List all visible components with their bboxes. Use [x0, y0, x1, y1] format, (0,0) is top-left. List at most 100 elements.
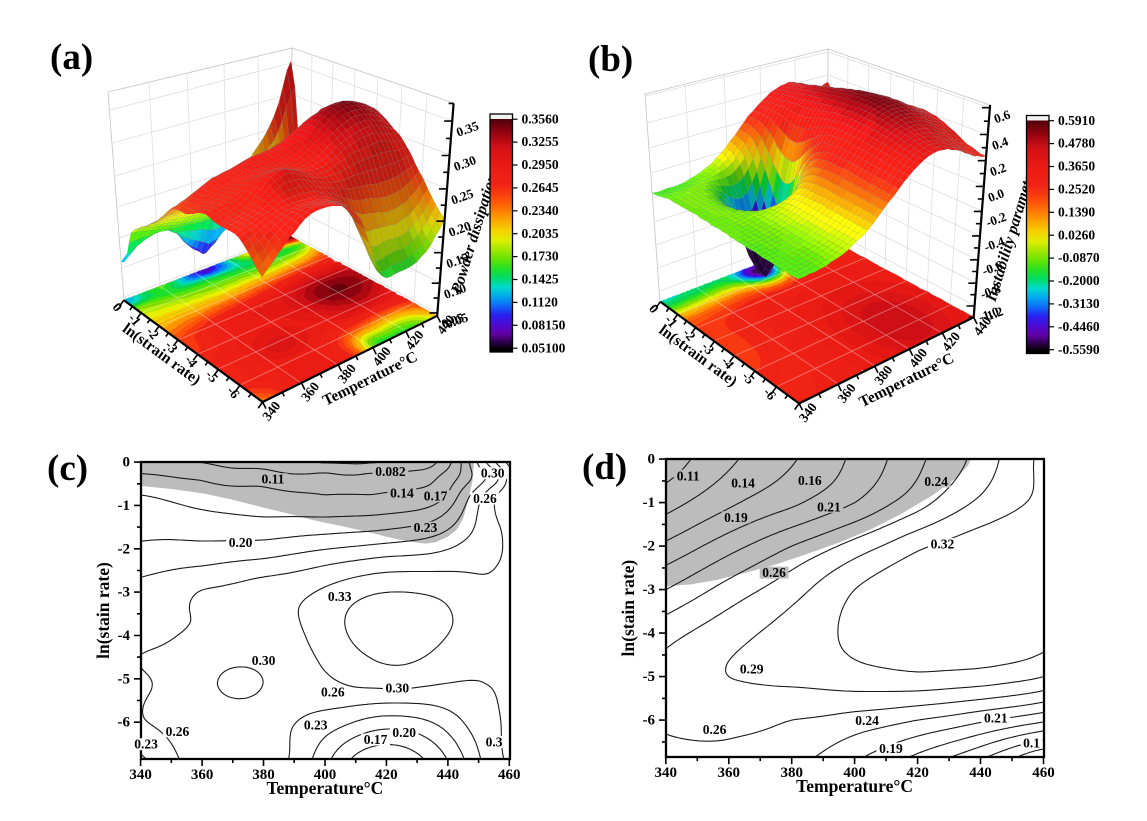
- svg-text:-6: -6: [643, 713, 656, 729]
- svg-text:0.20: 0.20: [229, 535, 253, 550]
- svg-text:Temperature°C: Temperature°C: [796, 776, 913, 796]
- svg-text:340: 340: [129, 767, 152, 783]
- svg-text:0.0: 0.0: [986, 185, 1006, 205]
- svg-text:0.5910: 0.5910: [1058, 113, 1095, 128]
- svg-text:0.082: 0.082: [375, 464, 406, 479]
- svg-text:-0.4: -0.4: [982, 233, 1007, 254]
- svg-text:0.10: 0.10: [442, 280, 469, 302]
- svg-text:ln(stain rate): ln(stain rate): [618, 560, 638, 657]
- svg-text:-1: -1: [643, 495, 656, 511]
- svg-text:340: 340: [655, 765, 678, 781]
- svg-text:0.26: 0.26: [321, 685, 345, 700]
- svg-text:-0.3130: -0.3130: [1058, 296, 1100, 311]
- svg-text:0.1425: 0.1425: [522, 272, 559, 287]
- svg-text:0.23: 0.23: [414, 520, 438, 535]
- svg-text:0.30: 0.30: [385, 680, 409, 695]
- svg-text:-3: -3: [643, 582, 656, 598]
- svg-text:420: 420: [375, 767, 398, 783]
- svg-text:380: 380: [252, 767, 275, 783]
- svg-text:0.23: 0.23: [304, 717, 328, 732]
- svg-text:0.1730: 0.1730: [522, 249, 559, 264]
- svg-text:0.24: 0.24: [855, 713, 879, 728]
- svg-text:0.26: 0.26: [703, 722, 727, 737]
- svg-text:0.05: 0.05: [439, 309, 466, 331]
- svg-text:-1: -1: [118, 498, 131, 514]
- svg-text:0.23: 0.23: [134, 737, 158, 752]
- svg-text:0.19: 0.19: [724, 510, 748, 525]
- svg-text:-6: -6: [118, 715, 131, 731]
- svg-text:-1.0: -1.0: [976, 303, 1000, 324]
- svg-text:0.24: 0.24: [924, 474, 948, 489]
- svg-text:0.21: 0.21: [984, 711, 1008, 726]
- svg-text:0.3650: 0.3650: [1058, 159, 1095, 174]
- svg-text:380: 380: [780, 765, 803, 781]
- svg-text:0.1: 0.1: [1023, 735, 1040, 750]
- svg-text:440: 440: [969, 765, 992, 781]
- svg-text:0.05: 0.05: [443, 309, 470, 331]
- svg-text:0.0260: 0.0260: [1058, 227, 1095, 242]
- svg-text:0.11: 0.11: [677, 468, 700, 483]
- svg-text:-0.6: -0.6: [980, 257, 1005, 278]
- svg-text:-0.8: -0.8: [978, 281, 1003, 302]
- svg-text:(d): (d): [582, 447, 627, 488]
- svg-text:-5: -5: [643, 669, 656, 685]
- svg-text:(c): (c): [47, 448, 88, 489]
- svg-text:0.17: 0.17: [364, 732, 388, 747]
- svg-text:0.26: 0.26: [473, 491, 497, 506]
- svg-text:0.2: 0.2: [988, 160, 1008, 180]
- svg-text:0.11: 0.11: [261, 472, 284, 487]
- svg-text:360: 360: [718, 765, 741, 781]
- svg-text:460: 460: [1032, 765, 1055, 781]
- svg-text:0.3560: 0.3560: [522, 111, 559, 126]
- svg-text:0.26: 0.26: [762, 565, 786, 580]
- svg-text:-5: -5: [118, 671, 131, 687]
- svg-text:-2: -2: [118, 541, 131, 557]
- svg-text:360: 360: [191, 767, 214, 783]
- svg-text:0.32: 0.32: [931, 537, 955, 552]
- svg-text:0.4780: 0.4780: [1058, 136, 1095, 151]
- svg-text:0.30: 0.30: [452, 152, 479, 174]
- svg-text:-1.2: -1.2: [981, 303, 1005, 324]
- svg-text:0.2520: 0.2520: [1058, 181, 1095, 196]
- svg-text:0.30: 0.30: [481, 466, 505, 481]
- svg-text:0.30: 0.30: [252, 653, 276, 668]
- svg-text:-2: -2: [643, 539, 656, 555]
- svg-text:0.20: 0.20: [392, 725, 416, 740]
- svg-text:-0.2: -0.2: [984, 209, 1008, 230]
- svg-text:0.20: 0.20: [446, 218, 473, 240]
- svg-text:0.17: 0.17: [424, 489, 448, 504]
- svg-text:0.3: 0.3: [486, 734, 503, 749]
- svg-text:0.2035: 0.2035: [522, 226, 559, 241]
- svg-text:0.4: 0.4: [990, 133, 1011, 153]
- svg-text:400: 400: [843, 765, 866, 781]
- svg-text:ln(stain rate): ln(stain rate): [93, 562, 113, 659]
- svg-text:0.05100: 0.05100: [522, 340, 566, 355]
- svg-text:420: 420: [906, 765, 929, 781]
- svg-text:0.2645: 0.2645: [522, 180, 559, 195]
- svg-text:-3: -3: [118, 585, 131, 601]
- svg-text:0.2340: 0.2340: [522, 203, 559, 218]
- svg-text:0.16: 0.16: [798, 473, 822, 488]
- svg-text:0.29: 0.29: [740, 661, 764, 676]
- svg-text:0.19: 0.19: [879, 741, 903, 756]
- svg-text:Temperature°C: Temperature°C: [266, 778, 383, 798]
- svg-text:0.26: 0.26: [166, 724, 190, 739]
- svg-text:0.25: 0.25: [449, 185, 476, 207]
- svg-text:0: 0: [648, 452, 656, 468]
- svg-text:440: 440: [437, 767, 460, 783]
- svg-text:0.1120: 0.1120: [522, 294, 559, 309]
- svg-text:460: 460: [498, 767, 521, 783]
- svg-text:0.33: 0.33: [328, 589, 352, 604]
- svg-text:(a): (a): [50, 37, 93, 78]
- svg-text:0.15: 0.15: [444, 249, 471, 271]
- svg-text:-0.5590: -0.5590: [1058, 342, 1100, 357]
- svg-text:0.3255: 0.3255: [522, 134, 559, 149]
- svg-text:-4: -4: [643, 626, 656, 642]
- svg-text:-4: -4: [118, 628, 131, 644]
- svg-text:0.08150: 0.08150: [522, 317, 566, 332]
- svg-text:0: 0: [123, 455, 131, 471]
- svg-text:-0.2000: -0.2000: [1058, 273, 1100, 288]
- svg-text:0.35: 0.35: [454, 118, 481, 140]
- svg-text:0.6: 0.6: [992, 106, 1013, 126]
- svg-text:0.2950: 0.2950: [522, 157, 559, 172]
